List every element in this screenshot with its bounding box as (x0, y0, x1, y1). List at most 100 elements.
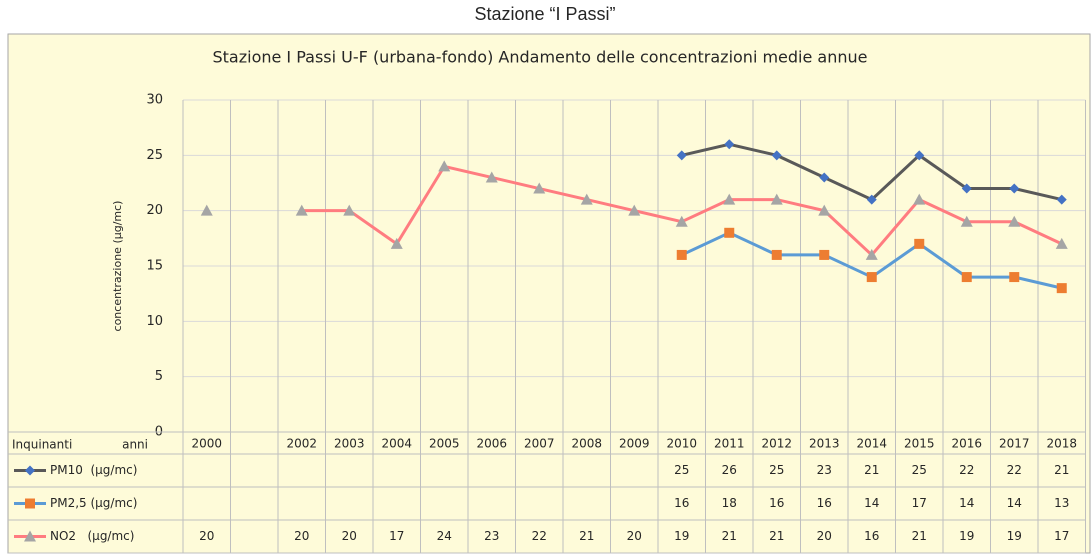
y-tick-label: 15 (146, 259, 163, 274)
point (770, 193, 783, 205)
x-tick-label: 2000 (191, 437, 222, 451)
table-value: 18 (722, 496, 737, 510)
table-value: 22 (959, 463, 974, 477)
table-value: 19 (674, 529, 689, 543)
table-value: 21 (579, 529, 594, 543)
y-tick-label: 10 (146, 314, 163, 329)
table-value: 20 (342, 529, 357, 543)
x-tick-label: 2016 (951, 437, 982, 451)
table-value: 16 (769, 496, 784, 510)
table-value: 16 (674, 496, 689, 510)
legend-label: NO2 (μg/mc) (50, 529, 134, 543)
point (1009, 183, 1020, 194)
point (819, 249, 830, 260)
point (724, 139, 735, 150)
table-value: 20 (627, 529, 642, 543)
y-tick-label: 20 (146, 203, 163, 218)
table-value: 14 (864, 496, 879, 510)
table-header: Inquinanti (12, 438, 72, 452)
table-value: 21 (769, 529, 784, 543)
x-tick-label: 2009 (619, 437, 650, 451)
table-value: 19 (1007, 529, 1022, 543)
table-value: 23 (817, 463, 832, 477)
table-value: 22 (1007, 463, 1022, 477)
point (819, 172, 830, 183)
point (200, 204, 213, 216)
table-value: 20 (294, 529, 309, 543)
point (914, 150, 925, 161)
point (866, 272, 877, 283)
x-tick-label: 2005 (429, 437, 460, 451)
point (961, 183, 972, 194)
chart-area (7, 33, 1091, 554)
y-axis-label: concentrazione (μg/mc) (111, 201, 124, 332)
table-value: 19 (959, 529, 974, 543)
legend-marker (25, 465, 35, 476)
table-value: 21 (912, 529, 927, 543)
table-value: 22 (532, 529, 547, 543)
x-tick-label: 2004 (381, 437, 412, 451)
point (961, 272, 972, 283)
point (676, 249, 687, 260)
x-tick-label: 2011 (714, 437, 745, 451)
point (1056, 283, 1067, 294)
point (628, 204, 641, 216)
point (675, 215, 688, 227)
table-value: 21 (722, 529, 737, 543)
point (533, 182, 546, 194)
point (914, 238, 925, 249)
y-tick-label: 25 (146, 148, 163, 163)
legend-label: PM2,5 (μg/mc) (50, 496, 137, 510)
x-tick-label: 2017 (999, 437, 1030, 451)
point (295, 204, 308, 216)
x-tick-label: 2012 (761, 437, 792, 451)
y-tick-label: 30 (146, 93, 163, 108)
table-value: 26 (722, 463, 737, 477)
table-value: 16 (864, 529, 879, 543)
y-tick-label: 5 (155, 369, 163, 384)
point (865, 248, 878, 260)
x-tick-label: 2003 (334, 437, 365, 451)
table-value: 17 (389, 529, 404, 543)
x-tick-label: 2010 (666, 437, 697, 451)
table-value: 16 (817, 496, 832, 510)
point (913, 193, 926, 205)
point (723, 193, 736, 205)
point (390, 237, 403, 249)
x-tick-label: 2013 (809, 437, 840, 451)
point (771, 150, 782, 161)
point (485, 171, 498, 183)
table-value: 21 (1054, 463, 1069, 477)
table-value: 17 (912, 496, 927, 510)
point (724, 227, 735, 238)
table-value: 21 (864, 463, 879, 477)
x-tick-label: 2018 (1046, 437, 1077, 451)
chart-title: Stazione I Passi U-F (urbana-fondo) Anda… (212, 48, 867, 67)
table-value: 23 (484, 529, 499, 543)
point (1009, 272, 1020, 283)
table-value: 25 (769, 463, 784, 477)
x-tick-label: 2002 (286, 437, 317, 451)
point (438, 160, 451, 172)
table-value: 20 (199, 529, 214, 543)
x-tick-label: 2008 (571, 437, 602, 451)
x-tick-label: 2015 (904, 437, 935, 451)
point (771, 249, 782, 260)
point (960, 215, 973, 227)
point (866, 194, 877, 205)
point (1055, 237, 1068, 249)
point (1008, 215, 1021, 227)
caption: Stazione “I Passi” (474, 4, 615, 24)
table-value: 25 (674, 463, 689, 477)
x-tick-label: 2007 (524, 437, 555, 451)
legend-marker (24, 530, 36, 542)
table-value: 17 (1054, 529, 1069, 543)
point (343, 204, 356, 216)
x-tick-label: 2014 (856, 437, 887, 451)
legend-label: PM10 (μg/mc) (50, 463, 137, 477)
table-value: 20 (817, 529, 832, 543)
table-value: 13 (1054, 496, 1069, 510)
point (580, 193, 593, 205)
point (676, 150, 687, 161)
